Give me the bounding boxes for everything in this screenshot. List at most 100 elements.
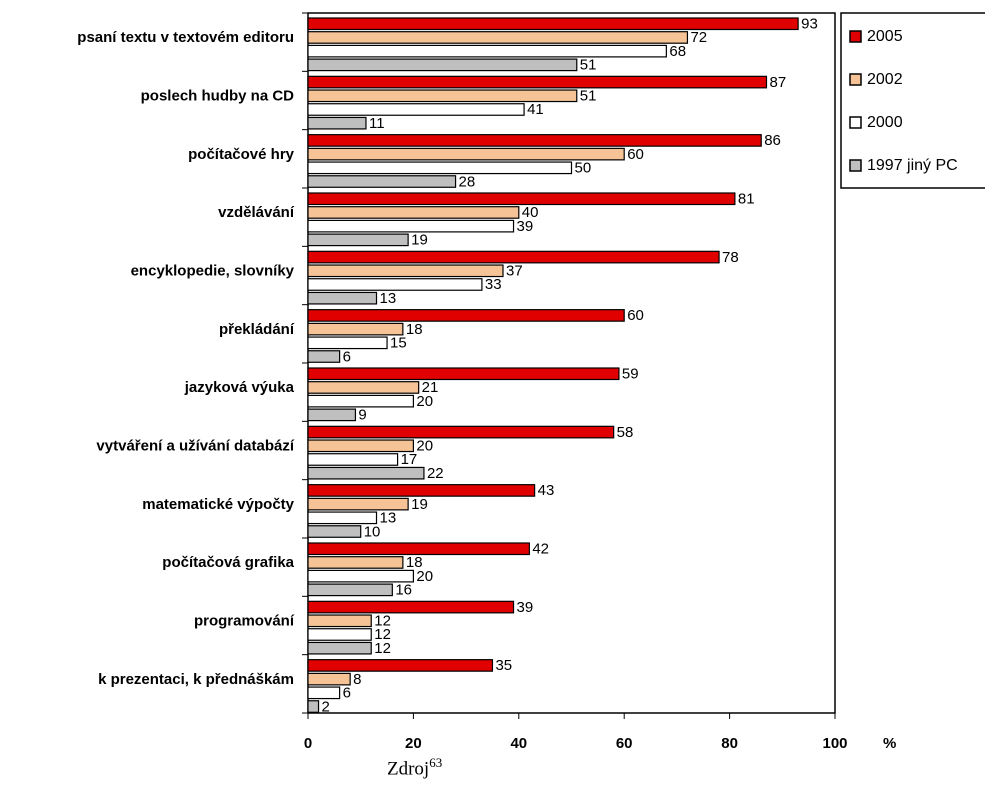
- data-label: 20: [416, 438, 433, 455]
- data-label: 2: [322, 698, 330, 715]
- data-label: 20: [416, 393, 433, 410]
- bar: [307, 511, 378, 525]
- data-label: 35: [495, 657, 512, 674]
- legend-swatch: [849, 159, 862, 172]
- data-label: 11: [369, 115, 385, 132]
- bar: [307, 250, 720, 264]
- x-tick-label: 20: [405, 735, 422, 752]
- data-label: 12: [374, 640, 391, 657]
- x-tick-label: 40: [510, 735, 527, 752]
- data-label: 21: [422, 379, 439, 396]
- bar: [307, 147, 625, 161]
- legend-box: [840, 12, 985, 189]
- bar: [307, 350, 341, 363]
- bar: [307, 394, 415, 408]
- data-label: 60: [627, 146, 644, 163]
- category-label: matematické výpočty: [142, 496, 294, 513]
- bar: [307, 569, 415, 583]
- data-label: 8: [353, 671, 361, 688]
- bar: [307, 484, 536, 497]
- bar: [307, 336, 388, 350]
- category-label: počítačové hry: [188, 146, 295, 163]
- bar: [307, 497, 409, 511]
- bar: [307, 89, 578, 103]
- bar: [307, 614, 372, 628]
- legend-label: 2002: [867, 71, 903, 88]
- bar: [307, 17, 799, 31]
- bar: [307, 583, 393, 597]
- data-label: 13: [380, 510, 397, 527]
- bar: [307, 291, 378, 305]
- bar: [307, 103, 525, 116]
- data-label: 12: [374, 626, 391, 643]
- bar: [307, 408, 357, 422]
- bar: [307, 439, 415, 453]
- data-label: 18: [406, 554, 423, 571]
- bar: [307, 628, 372, 641]
- data-label: 6: [343, 348, 351, 365]
- data-label: 86: [764, 132, 781, 149]
- data-label: 9: [358, 407, 366, 424]
- bar: [307, 466, 425, 480]
- bar: [307, 58, 578, 72]
- bar: [307, 233, 409, 247]
- data-label: 10: [364, 523, 381, 540]
- data-label: 18: [406, 321, 423, 338]
- category-label: encyklopedie, slovníky: [131, 262, 295, 279]
- category-label: vzdělávání: [218, 204, 295, 221]
- bar: [307, 161, 573, 175]
- data-label: 72: [690, 29, 707, 46]
- data-label: 43: [538, 482, 555, 499]
- data-label: 16: [395, 582, 412, 599]
- category-label: vytváření a užívání databází: [96, 437, 294, 454]
- category-label: jazyková výuka: [184, 379, 295, 396]
- data-label: 40: [522, 204, 539, 221]
- bar: [307, 672, 351, 686]
- source-note: Zdroj63: [387, 755, 442, 780]
- data-label: 42: [532, 541, 549, 558]
- bar: [307, 600, 515, 614]
- bar: [307, 44, 667, 58]
- data-label: 39: [517, 599, 534, 616]
- data-label: 51: [580, 57, 597, 74]
- bar: [307, 134, 762, 147]
- data-label: 13: [380, 290, 397, 307]
- category-label: programování: [194, 612, 295, 629]
- x-axis-unit-label: %: [883, 735, 896, 752]
- bar: [307, 453, 399, 466]
- legend-label: 2000: [867, 114, 903, 131]
- bar: [307, 309, 625, 322]
- data-label: 78: [722, 249, 739, 266]
- category-label: psaní textu v textovém editoru: [77, 29, 294, 46]
- bar: [307, 75, 768, 89]
- bar: [307, 206, 520, 219]
- bar: [307, 556, 404, 569]
- bar: [307, 659, 494, 672]
- data-label: 60: [627, 307, 644, 324]
- data-label: 68: [669, 43, 686, 60]
- bar: [307, 264, 504, 278]
- legend-label: 2005: [867, 28, 903, 45]
- bar: [307, 525, 362, 538]
- legend-swatch: [849, 30, 862, 43]
- data-label: 17: [401, 451, 418, 468]
- bar: [307, 192, 736, 206]
- legend-swatch: [849, 116, 862, 129]
- data-label: 93: [801, 16, 818, 33]
- bar: [307, 278, 483, 291]
- plot-area: [307, 12, 836, 714]
- category-label: počítačová grafika: [162, 554, 294, 571]
- bar: [307, 641, 372, 655]
- source-text: Zdroj: [387, 758, 430, 780]
- source-footnote-number: 63: [429, 755, 443, 770]
- category-label: překládání: [219, 321, 295, 338]
- x-tick-label: 0: [304, 735, 312, 752]
- data-label: 19: [411, 496, 428, 513]
- bar: [307, 367, 620, 381]
- data-label: 87: [769, 74, 786, 91]
- data-label: 58: [617, 424, 634, 441]
- data-label: 41: [527, 101, 544, 118]
- data-label: 12: [374, 613, 391, 630]
- data-label: 51: [580, 88, 597, 105]
